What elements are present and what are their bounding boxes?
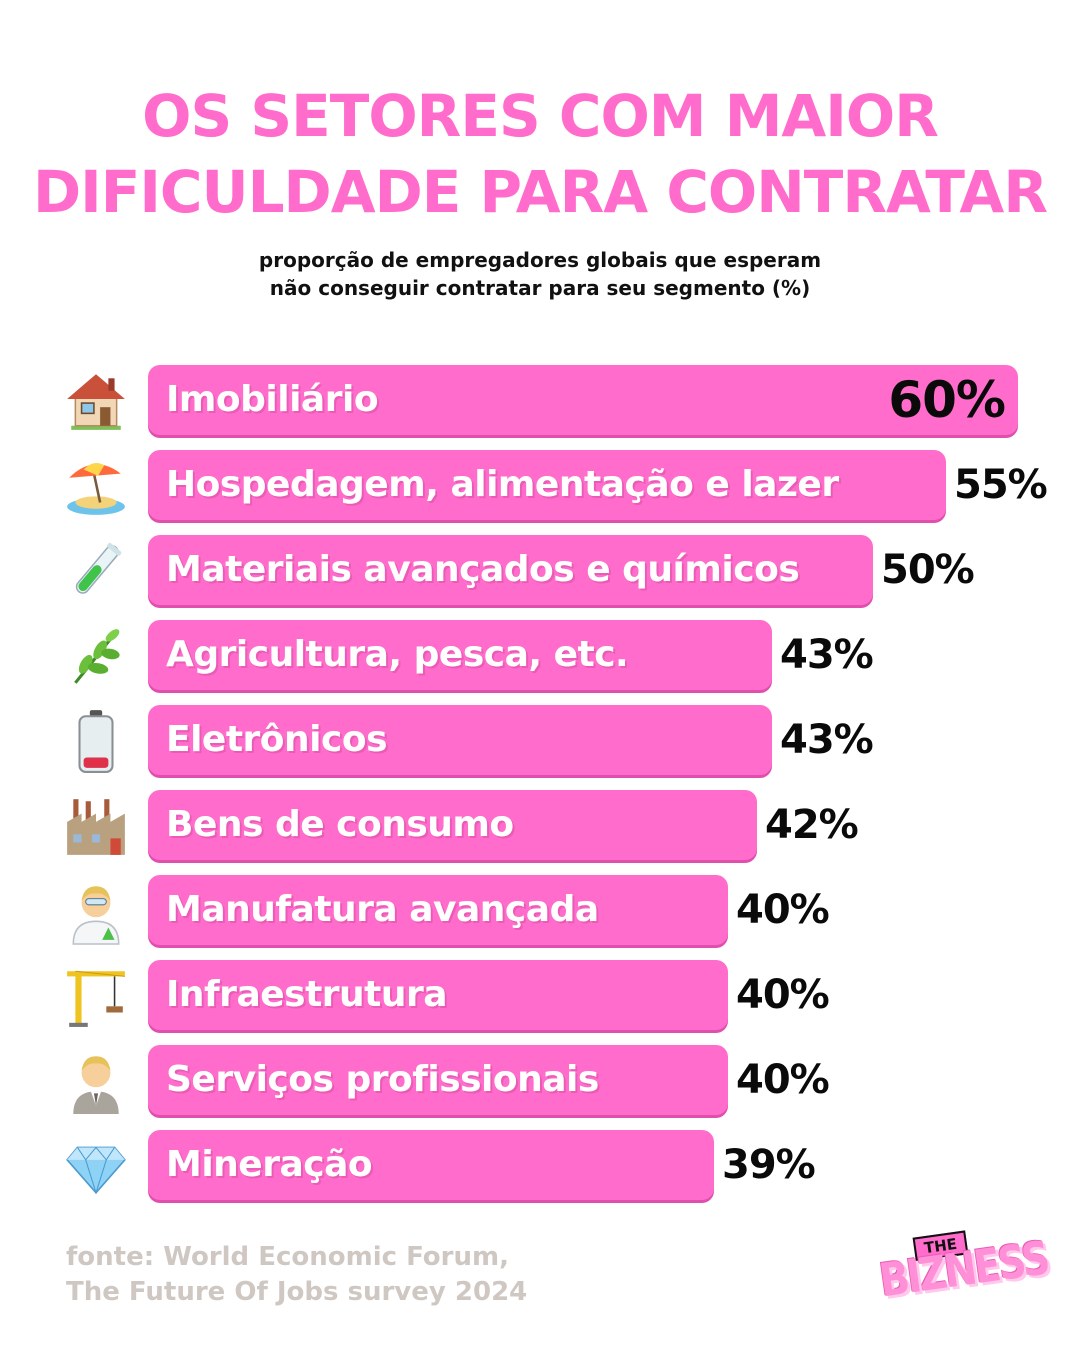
value-label: 39% [722,1142,816,1188]
chart-title: OS SETORES COM MAIOR DIFICULDADE PARA CO… [0,78,1080,230]
bar-label: Materiais avançados e químicos [166,549,800,590]
bar [148,365,1018,435]
source-note: fonte: World Economic Forum, The Future … [66,1240,527,1310]
bar-label: Infraestrutura [166,974,448,1015]
chart-row: Agricultura, pesca, etc. 43% [0,619,1080,693]
bar-label: Hospedagem, alimentação e lazer [166,464,839,505]
chart-row: Manufatura avançada 40% [0,874,1080,948]
bar-label: Bens de consumo [166,804,514,845]
test-tube-icon [60,536,132,606]
bar [148,875,728,945]
subtitle-line-1: proporção de empregadores globais que es… [258,248,822,272]
value-label: 43% [780,717,874,763]
house-icon [60,366,132,436]
chart-row: Eletrônicos 43% [0,704,1080,778]
beach-umbrella-icon [60,451,132,521]
source-line-2: The Future Of Jobs survey 2024 [66,1277,528,1307]
bar [148,1045,728,1115]
value-label: 43% [780,632,874,678]
bar-label: Mineração [166,1144,373,1185]
office-worker-icon [60,1046,132,1116]
title-line-2: DIFICULDADE PARA CONTRATAR [33,158,1048,226]
herb-icon [60,621,132,691]
chart-row: Hospedagem, alimentação e lazer 55% [0,449,1080,523]
crane-icon [60,961,132,1031]
brand-logo: THE BIZNESS [872,1228,1051,1324]
bar [148,960,728,1030]
value-label: 55% [954,462,1048,508]
chart-row: Infraestrutura 40% [0,959,1080,1033]
bar [148,535,873,605]
low-battery-icon [60,706,132,776]
value-label: 40% [736,972,830,1018]
source-line-1: fonte: World Economic Forum, [66,1242,509,1272]
chart-row: Bens de consumo 42% [0,789,1080,863]
bar [148,790,757,860]
chart-subtitle: proporção de empregadores globais que es… [0,246,1080,302]
scientist-icon [60,876,132,946]
chart-row: Materiais avançados e químicos 50% [0,534,1080,608]
chart-row: Imobiliário 60% [0,364,1080,438]
bar-label: Eletrônicos [166,719,388,760]
bar-label: Serviços profissionais [166,1059,599,1100]
value-label: 40% [736,887,830,933]
chart-row: Serviços profissionais 40% [0,1044,1080,1118]
subtitle-line-2: não conseguir contratar para seu segment… [269,276,811,300]
bar-label: Manufatura avançada [166,889,599,930]
title-line-1: OS SETORES COM MAIOR [142,82,939,150]
bar [148,450,946,520]
factory-icon [60,791,132,861]
bar-label: Imobiliário [166,379,379,420]
chart-row: Mineração 39% [0,1129,1080,1203]
bar [148,620,772,690]
bar-label: Agricultura, pesca, etc. [166,634,629,675]
logo-wordmark: BIZNESS [876,1230,1051,1308]
value-label: 60% [888,371,1006,429]
gem-icon [60,1131,132,1201]
bar [148,1130,714,1200]
value-label: 42% [765,802,859,848]
value-label: 50% [881,547,975,593]
value-label: 40% [736,1057,830,1103]
bar [148,705,772,775]
